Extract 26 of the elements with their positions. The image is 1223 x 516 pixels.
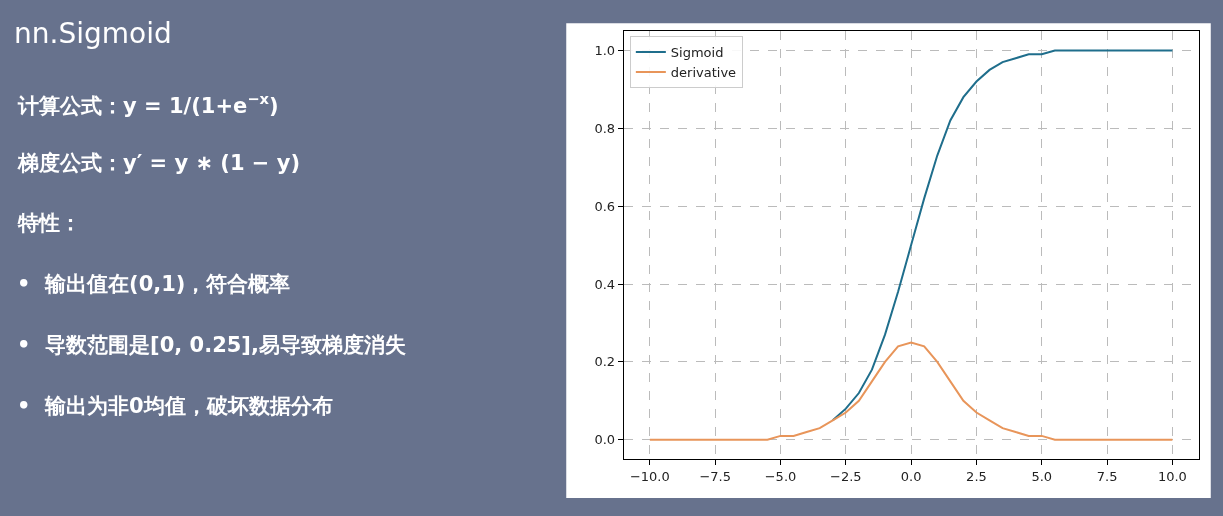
text: 梯度公式：y′ = y ∗ (1 − y) [17,151,301,175]
x-tick-label: 10.0 [1157,468,1187,484]
x-tick-label: −2.5 [830,468,862,484]
legend-label: derivative [670,65,737,81]
text: 计算公式：y = 1/(1+e$^{−x}$) [17,90,279,118]
x-tick-label: −5.0 [764,468,797,484]
y-tick-label: 0.2 [594,354,616,370]
line-series [648,341,1174,441]
x-tick-label: 5.0 [1031,468,1053,484]
y-tick-label: 1.0 [594,42,616,58]
legend-label: Sigmoid [670,45,724,61]
x-tick-label: 0.0 [900,468,922,484]
text: • 输出值在(0,1)，符合概率 [17,272,291,296]
x-tick-label: −10.0 [629,468,670,484]
text: • 导数范围是[0, 0.25],易导致梯度消失 [17,333,406,357]
y-tick-label: 0.6 [594,198,616,214]
x-tick-label: 2.5 [966,468,987,484]
y-tick-label: 0.4 [594,276,616,292]
x-tick-label: −7.5 [699,468,731,484]
text: nn.Sigmoid [14,17,172,50]
y-tick-label: 0.0 [594,432,616,448]
line-series [831,49,1174,422]
text: 特性： [17,211,81,235]
x-tick-label: 7.5 [1096,468,1118,484]
text: • 输出为非0均值，破坏数据分布 [17,394,333,418]
y-tick-label: 0.8 [594,120,616,136]
